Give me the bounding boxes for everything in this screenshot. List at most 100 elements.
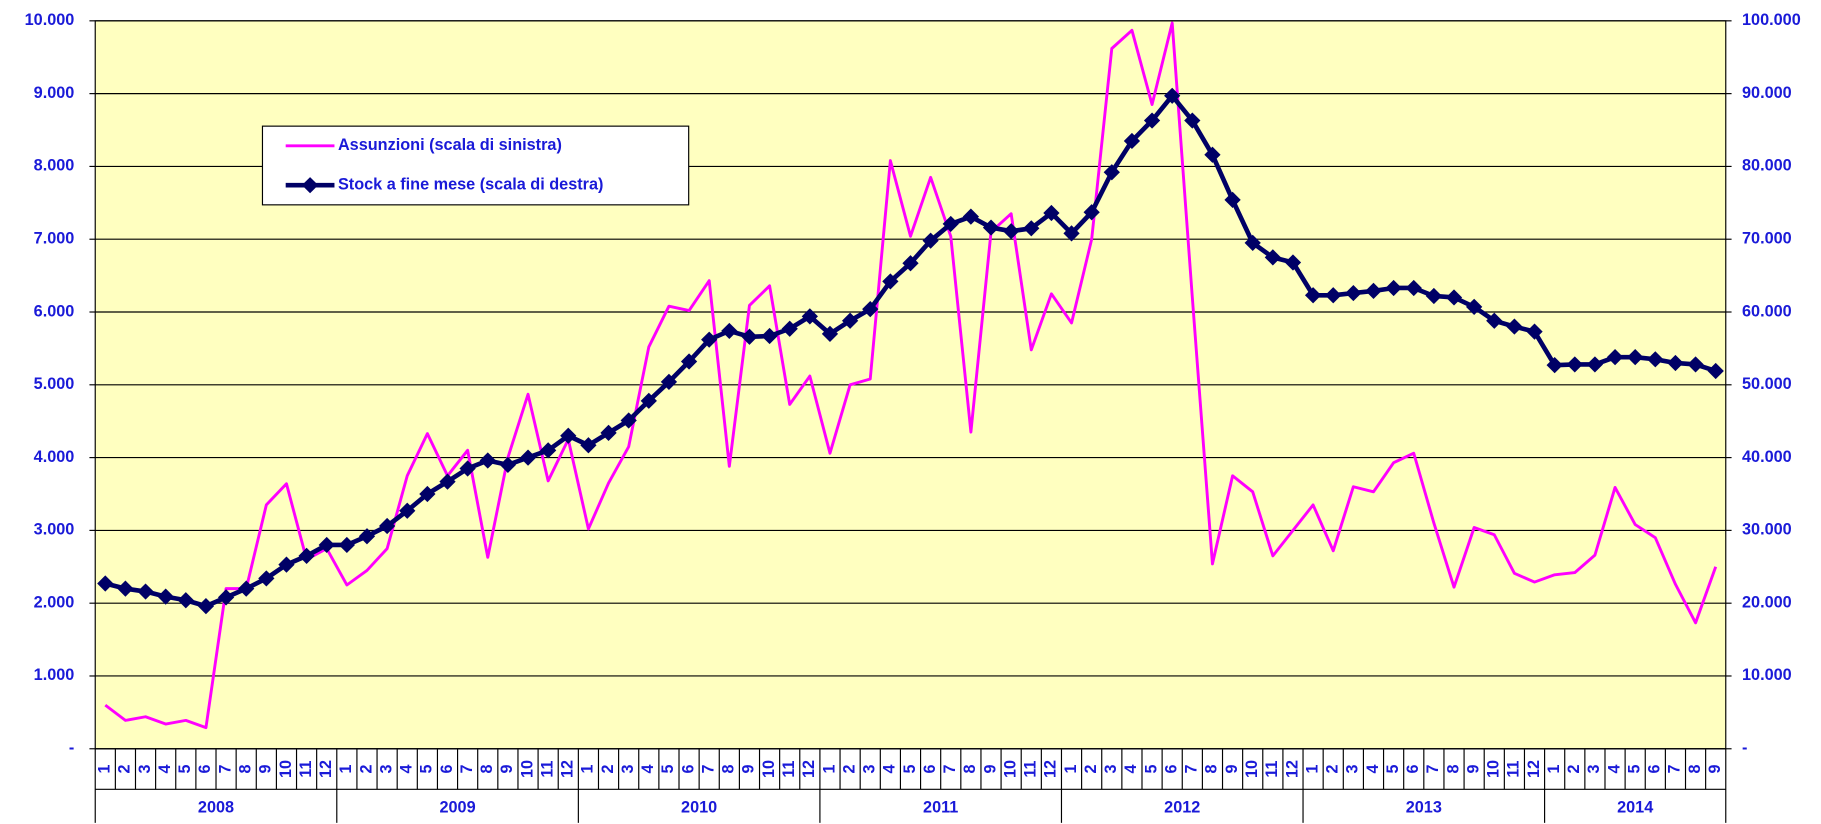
x-tick-label: 2 [357, 765, 375, 774]
x-tick-label: 3 [619, 765, 637, 774]
x-group-label: 2008 [198, 799, 234, 817]
x-tick-label: 10 [518, 760, 536, 778]
series-line [104, 21, 1718, 730]
x-tick-label: 4 [1605, 765, 1623, 774]
x-tick-label: 12 [317, 760, 335, 778]
data-point [1586, 356, 1604, 373]
y-tick-label: 3.000 [34, 521, 75, 539]
x-tick-label: 5 [901, 765, 919, 774]
x-tick-label: 5 [1625, 765, 1643, 774]
y-tick-label: 6.000 [34, 302, 75, 320]
data-point [580, 437, 597, 454]
data-point [680, 353, 698, 370]
x-tick-label: 4 [156, 765, 174, 774]
x-tick-label: 6 [1162, 765, 1180, 774]
x-tick-label: 1 [1062, 765, 1080, 774]
data-point [1244, 234, 1261, 251]
x-tick-label: 4 [1364, 765, 1382, 774]
x-tick-label: 8 [236, 765, 254, 774]
data-point [600, 424, 617, 441]
y2-tick-label: 60.000 [1742, 302, 1792, 320]
x-tick-label: 5 [659, 765, 677, 774]
data-point [1164, 87, 1181, 104]
x-tick-label: 2 [840, 765, 858, 774]
data-point [1707, 362, 1724, 380]
y-tick-label: 10.000 [25, 11, 75, 29]
y2-tick-label: 50.000 [1742, 375, 1792, 393]
data-point [1123, 132, 1141, 150]
x-tick-label: 3 [1102, 765, 1120, 774]
data-point [419, 485, 436, 503]
y2-tick-label: 90.000 [1742, 84, 1792, 102]
y-tick-label: 2.000 [34, 593, 75, 611]
x-tick-label: 10 [1001, 760, 1019, 778]
data-point [1526, 323, 1543, 340]
legend-marker [301, 177, 319, 194]
x-tick-label: 3 [1585, 765, 1603, 774]
data-point [902, 255, 919, 272]
y-tick-label: 9.000 [34, 84, 75, 102]
data-point [1606, 349, 1624, 366]
x-group-label: 2009 [439, 799, 475, 817]
x-tick-label: 7 [1666, 765, 1684, 774]
x-tick-label: 7 [941, 765, 959, 774]
data-point [439, 473, 456, 490]
x-tick-label: 2 [1082, 765, 1100, 774]
x-group-label: 2012 [1164, 799, 1200, 817]
x-tick-label: 7 [699, 765, 717, 774]
y2-tick-label: 40.000 [1742, 448, 1792, 466]
x-tick-label: 2 [116, 765, 134, 774]
y2-tick-label: 10.000 [1742, 666, 1792, 684]
y-tick-label: 4.000 [34, 448, 75, 466]
data-point [982, 219, 1000, 236]
x-tick-label: 11 [297, 760, 315, 777]
x-tick-label: 9 [740, 765, 758, 774]
x-tick-label: 11 [538, 760, 556, 777]
data-point [801, 308, 818, 325]
x-tick-label: 9 [498, 765, 516, 774]
data-point [701, 331, 718, 348]
x-tick-label: 11 [1022, 760, 1040, 777]
x-group-label: 2010 [681, 799, 717, 817]
x-tick-label: 1 [96, 765, 114, 774]
x-tick-label: 4 [398, 765, 416, 774]
data-point [137, 583, 154, 600]
data-point [1405, 279, 1422, 297]
y2-tick-label: 20.000 [1742, 593, 1792, 611]
data-point [358, 528, 376, 545]
x-tick-label: 2 [1323, 765, 1341, 774]
data-point [519, 449, 537, 466]
data-point [177, 592, 194, 609]
y2-tick-label: 80.000 [1742, 157, 1792, 175]
y-tick-label: - [69, 739, 74, 757]
x-tick-label: 9 [257, 765, 275, 774]
x-tick-label: 9 [1464, 765, 1482, 774]
y-tick-label: 8.000 [34, 157, 75, 175]
x-tick-label: 6 [1646, 765, 1664, 774]
x-tick-label: 9 [1223, 765, 1241, 774]
x-tick-label: 5 [418, 765, 436, 774]
data-point [1687, 356, 1704, 373]
legend-box [261, 125, 690, 206]
data-point [1325, 287, 1342, 304]
data-point [821, 325, 839, 342]
data-point [399, 502, 416, 519]
x-tick-label: 11 [1505, 760, 1523, 777]
x-tick-label: 5 [176, 765, 194, 774]
x-tick-label: 3 [1344, 765, 1362, 774]
data-point [1647, 351, 1664, 368]
data-point [1083, 204, 1100, 221]
x-tick-label: 12 [1042, 760, 1060, 778]
data-point [1425, 287, 1443, 305]
x-tick-label: 8 [1686, 765, 1704, 774]
data-point [1466, 298, 1483, 316]
data-point [1667, 354, 1684, 372]
x-tick-label: 10 [760, 760, 778, 778]
x-tick-label: 7 [216, 765, 234, 774]
x-tick-label: 1 [1303, 765, 1321, 774]
x-tick-label: 12 [1283, 760, 1301, 778]
x-tick-label: 8 [1444, 765, 1462, 774]
data-point [157, 588, 174, 605]
data-point [1284, 254, 1302, 271]
x-tick-label: 8 [961, 765, 979, 774]
